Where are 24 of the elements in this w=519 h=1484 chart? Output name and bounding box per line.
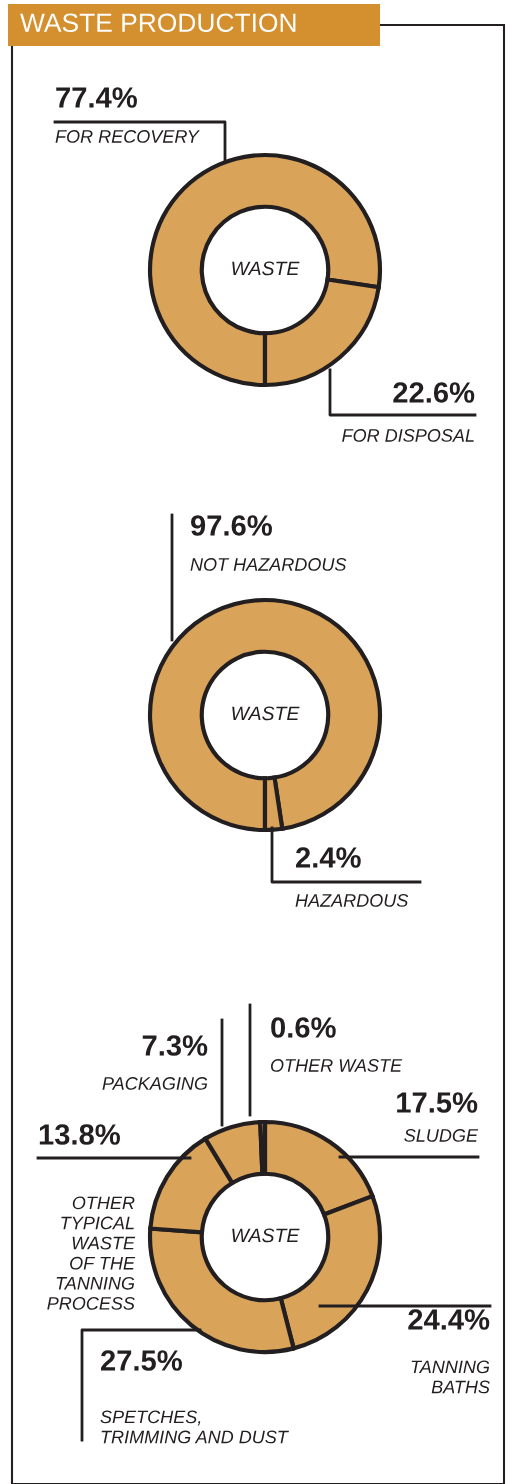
data-label: 7.3% [142, 1035, 208, 1056]
slice-label: TANNING BATHS [411, 1360, 490, 1394]
data-label: 2.4% [296, 847, 361, 868]
data-label: 27.5% [101, 1350, 182, 1371]
text: WASTE [232, 706, 300, 721]
data-label: 97.6% [191, 515, 272, 536]
slice-label: FOR DISPOSAL [342, 429, 474, 442]
text: WASTE [232, 261, 300, 276]
data-label: 77.4% [56, 87, 137, 108]
data-label: 24.4% [408, 1309, 490, 1330]
slice-label: PACKAGING [102, 1077, 208, 1090]
data-label: 13.8% [39, 1124, 120, 1145]
text: WASTE [232, 1228, 300, 1243]
slice-label: NOT HAZARDOUS [190, 558, 347, 571]
slice-label: SLUDGE [404, 1129, 479, 1142]
slice-label: SPETCHES, TRIMMING AND DUST [100, 1410, 289, 1444]
chart-title: WASTE PRODUCTION [20, 13, 296, 33]
slice-label: OTHER WASTE [270, 1059, 403, 1072]
data-label: 17.5% [397, 1092, 478, 1113]
data-label: 22.6% [393, 382, 475, 403]
data-label: 0.6% [271, 1017, 336, 1038]
slice-label: OTHER TYPICAL WASTE OF THE TANNING PROCESS [47, 1196, 136, 1310]
slice-label: HAZARDOUS [295, 894, 409, 907]
slice-label: FOR RECOVERY [55, 130, 200, 143]
